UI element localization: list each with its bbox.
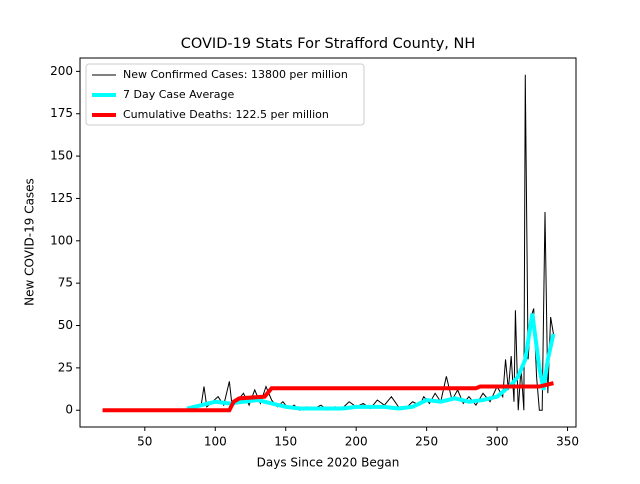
y-tick-label: 125 — [50, 191, 73, 205]
y-tick-label: 75 — [58, 276, 73, 290]
x-tick-label: 50 — [137, 435, 152, 449]
y-tick-label: 50 — [58, 318, 73, 332]
legend-label: Cumulative Deaths: 122.5 per million — [123, 108, 329, 121]
legend-label: 7 Day Case Average — [123, 88, 235, 101]
legend-box — [85, 63, 365, 126]
x-axis-label: Days Since 2020 Began — [257, 456, 400, 470]
y-tick-label: 200 — [50, 64, 73, 78]
x-tick-label: 200 — [345, 435, 368, 449]
y-tick-label: 25 — [58, 360, 73, 374]
y-tick-label: 0 — [65, 403, 73, 417]
x-tick-label: 100 — [204, 435, 227, 449]
legend-label: New Confirmed Cases: 13800 per million — [123, 68, 348, 81]
y-tick-label: 150 — [50, 149, 73, 163]
line-series — [186, 313, 556, 411]
y-tick-label: 100 — [50, 233, 73, 247]
y-tick-label: 175 — [50, 106, 73, 120]
chart-title: COVID-19 Stats For Strafford County, NH — [181, 36, 476, 52]
x-tick-label: 350 — [556, 435, 579, 449]
x-tick-label: 250 — [415, 435, 438, 449]
plot-frame — [79, 57, 577, 428]
y-axis-label: New COVID-19 Cases — [23, 178, 37, 306]
x-tick-label: 300 — [486, 435, 509, 449]
line-series — [102, 381, 554, 413]
x-tick-label: 150 — [274, 435, 297, 449]
